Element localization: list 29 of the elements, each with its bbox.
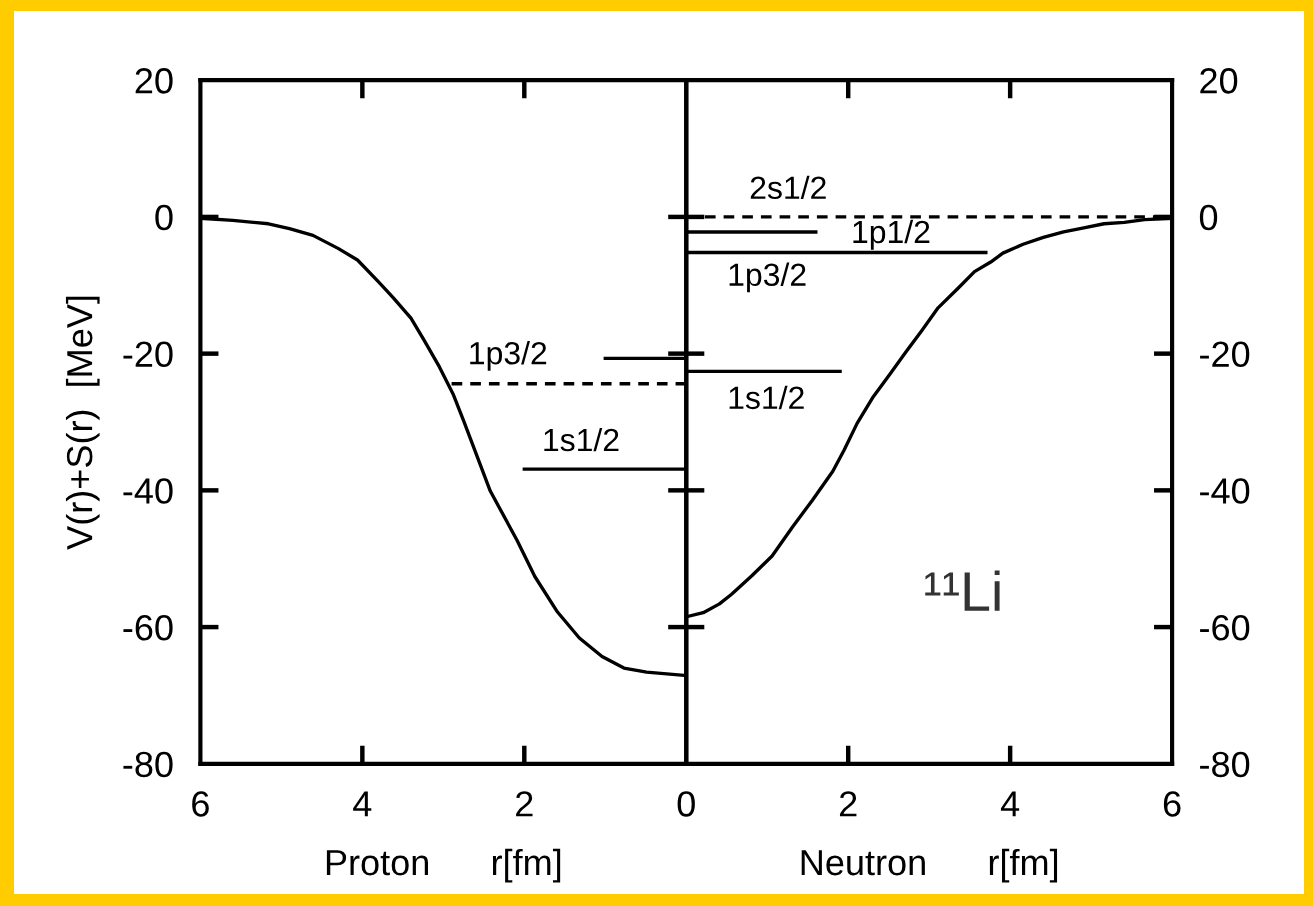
y-tick-label: -20 [123,341,173,368]
x-tick-label: 6 [192,791,209,817]
y-tick-label: -80 [123,751,173,778]
x-tick-label: 4 [1000,791,1020,817]
annotation: ¹¹Li [925,570,1000,611]
x-tick-label: 2 [516,791,533,817]
x-axis-title: Proton r[fm] [326,848,561,883]
y-tick-label: 0 [1199,204,1218,231]
y-tick-label: -40 [123,478,173,504]
y-tick-label: -60 [1200,614,1250,641]
series-label: 1s1/2 [729,385,804,410]
x-axis-title: Neutron r[fm] [801,848,1058,883]
x-tick-label: 4 [353,791,372,817]
y-tick-label: -40 [1200,478,1250,504]
series-label: 1p1/2 [853,219,930,250]
y-axis-title: V(r)+S(r) [MeV] [65,296,100,550]
series-label: 2s1/2 [750,175,826,200]
x-tick-label: 2 [839,791,857,817]
x-tick-label: 6 [1163,791,1181,817]
y-tick-label: -20 [1200,341,1250,368]
y-tick-label: -60 [123,614,173,641]
x-tick-label: 0 [677,791,695,817]
y-tick-label: -80 [1200,751,1250,778]
series-label: 1s1/2 [544,427,619,452]
series-label: 1p3/2 [470,341,547,371]
series-label: 1p3/2 [729,262,806,293]
y-tick-label: 20 [135,68,173,94]
y-tick-label: 20 [1200,68,1238,94]
y-tick-label: 0 [155,204,173,231]
